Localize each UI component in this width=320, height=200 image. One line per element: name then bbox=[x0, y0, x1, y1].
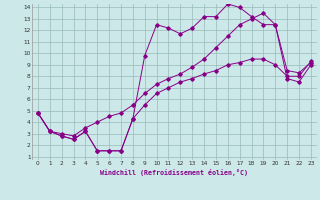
X-axis label: Windchill (Refroidissement éolien,°C): Windchill (Refroidissement éolien,°C) bbox=[100, 169, 248, 176]
